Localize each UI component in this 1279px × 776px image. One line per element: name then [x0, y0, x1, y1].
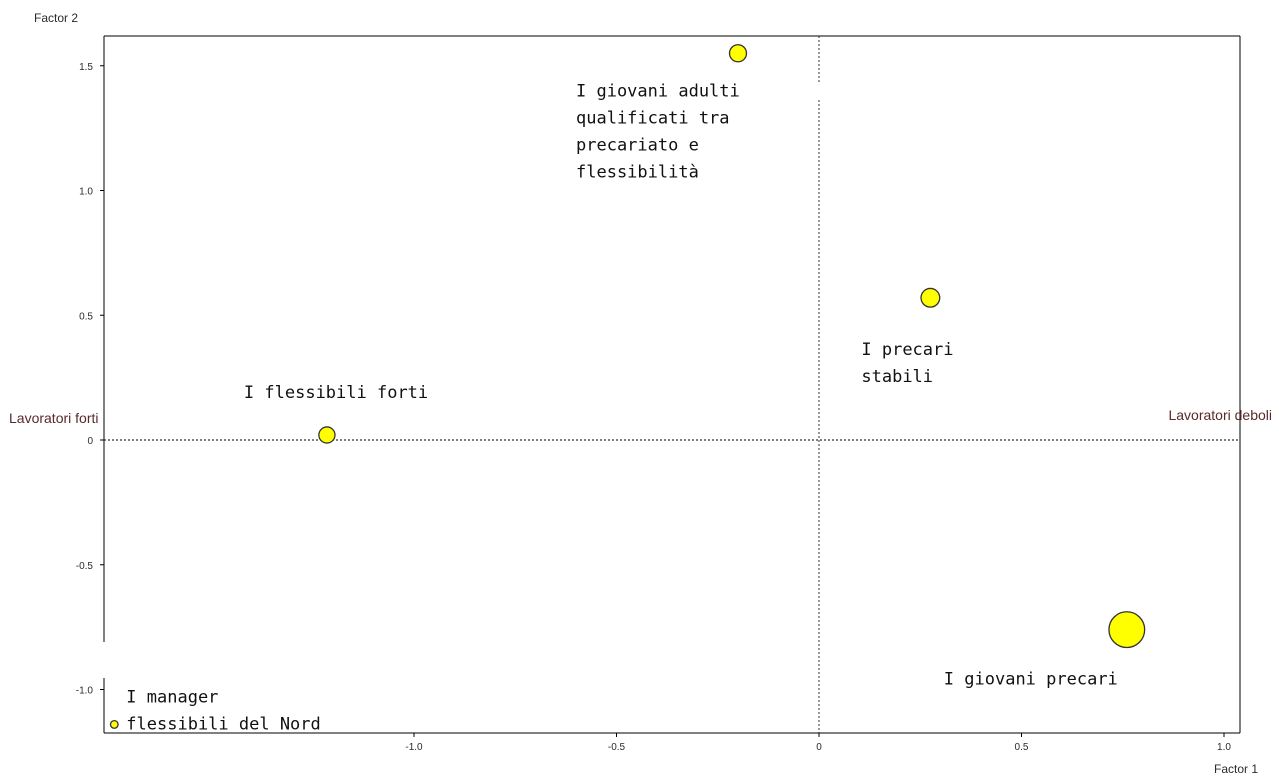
y-tick-label: 1.0 — [79, 187, 93, 198]
y-tick-label: -1.0 — [76, 686, 94, 697]
pole-label-right: Lavoratori deboli — [1168, 407, 1272, 423]
point-label-line: I giovani precari — [944, 670, 1118, 690]
point-labels: I giovani adulti qualificati tra precariat… — [126, 81, 1118, 734]
point-label-line: I giovani adulti — [576, 81, 740, 101]
point-label-line: flessibili del Nord — [126, 714, 320, 734]
point-label-line: I manager — [126, 687, 218, 707]
x-tick-label: 0.5 — [1015, 742, 1029, 753]
x-tick-label: 1.0 — [1217, 742, 1231, 753]
point-label: I giovani precari — [944, 670, 1118, 690]
point-label: I giovani adulti qualificati tra precariat… — [576, 81, 740, 182]
x-tick-label: -0.5 — [608, 742, 626, 753]
point-label-line: I precari — [861, 340, 953, 360]
data-point — [1109, 612, 1145, 648]
y-tick-label: 0 — [87, 436, 93, 447]
y-tick-label: -0.5 — [76, 561, 94, 572]
point-label-line: stabili — [861, 367, 933, 387]
y-tick-label: 1.5 — [79, 62, 93, 73]
x-tick-label: 0 — [816, 742, 822, 753]
point-label: I precari stabili — [861, 340, 953, 387]
pole-label-left: Lavoratori forti — [9, 410, 98, 426]
point-label: I flessibili forti — [244, 383, 428, 403]
data-point — [319, 427, 335, 443]
data-point — [730, 45, 747, 62]
point-label-line: qualificati tra — [576, 108, 730, 128]
y-axis-title: Factor 2 — [34, 11, 78, 25]
data-point — [921, 288, 940, 307]
point-label-line: I flessibili forti — [244, 383, 428, 403]
x-tick-label: -1.0 — [405, 742, 423, 753]
data-point — [110, 721, 118, 729]
point-label-line: flessibilità — [576, 162, 699, 182]
point-label-line: precariato e — [576, 135, 699, 155]
y-tick-label: 0.5 — [79, 311, 93, 322]
x-axis-title: Factor 1 — [1214, 762, 1258, 776]
point-label: I manager flessibili del Nord — [126, 687, 320, 734]
